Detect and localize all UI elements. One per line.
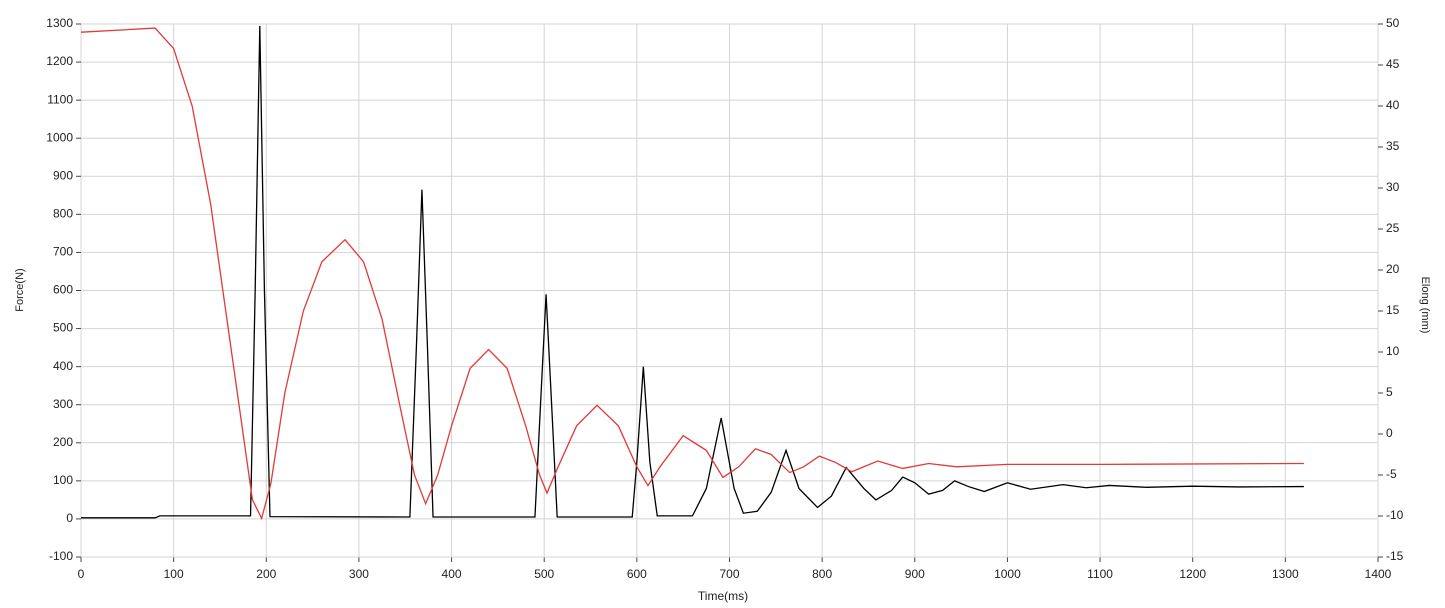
x-tick-label: 800: [812, 567, 832, 581]
y2-tick-label: 40: [1386, 98, 1400, 112]
y-tick-label: 700: [53, 245, 73, 259]
y-tick-label: 0: [66, 511, 73, 525]
x-tick-label: 500: [534, 567, 554, 581]
y2-tick-label: 35: [1386, 139, 1400, 153]
y2-tick-label: -10: [1386, 508, 1404, 522]
y-tick-label: 1100: [47, 92, 73, 106]
data-line: [80, 27, 1304, 521]
y-tick-label: 1200: [46, 54, 73, 68]
x-tick-label: 100: [164, 567, 184, 581]
y-tick-label: 200: [53, 435, 73, 449]
x-axis-title: Time(ms): [698, 589, 748, 603]
y2-tick-label: 5: [1386, 385, 1393, 399]
x-tick-label: 1000: [994, 567, 1021, 581]
y-tick-label: 1000: [46, 130, 73, 144]
x-tick-label: 1200: [1179, 567, 1206, 581]
y2-tick-label: 20: [1386, 262, 1400, 276]
data-line: [81, 25, 1304, 519]
y-tick-label: 300: [53, 397, 73, 411]
y2-tick-label: -15: [1386, 549, 1404, 563]
x-tick-label: 700: [719, 567, 739, 581]
x-tick-label: 0: [78, 567, 85, 581]
y2-tick-label: 50: [1386, 16, 1400, 30]
x-tick-label: 200: [256, 567, 276, 581]
y2-tick-label: 25: [1386, 221, 1400, 235]
y-tick-label: 400: [53, 359, 73, 373]
y-tick-label: 900: [53, 168, 73, 182]
x-tick-label: 1400: [1365, 567, 1392, 581]
y2-tick-label: 0: [1386, 426, 1393, 440]
y2-tick-label: 30: [1386, 180, 1400, 194]
y2-tick-label: -5: [1386, 467, 1397, 481]
x-tick-label: 300: [349, 567, 369, 581]
y2-tick-label: 10: [1386, 344, 1400, 358]
y2-tick-label: 45: [1386, 57, 1400, 71]
y-tick-label: 500: [53, 321, 73, 335]
y-tick-label: 100: [53, 473, 73, 487]
x-tick-label: 900: [905, 567, 925, 581]
x-tick-label: 400: [442, 567, 462, 581]
y2-axis-title: Elong (mm): [1419, 277, 1431, 334]
x-tick-label: 1100: [1087, 567, 1113, 581]
y-tick-label: 1300: [46, 16, 73, 30]
x-tick-label: 600: [627, 567, 647, 581]
y-tick-label: 600: [53, 283, 73, 297]
y-tick-label: -100: [49, 549, 73, 563]
y2-tick-label: 15: [1386, 303, 1400, 317]
x-tick-label: 1300: [1272, 567, 1299, 581]
y-axis-title: Force(N): [14, 268, 26, 311]
y-tick-label: 800: [53, 207, 73, 221]
